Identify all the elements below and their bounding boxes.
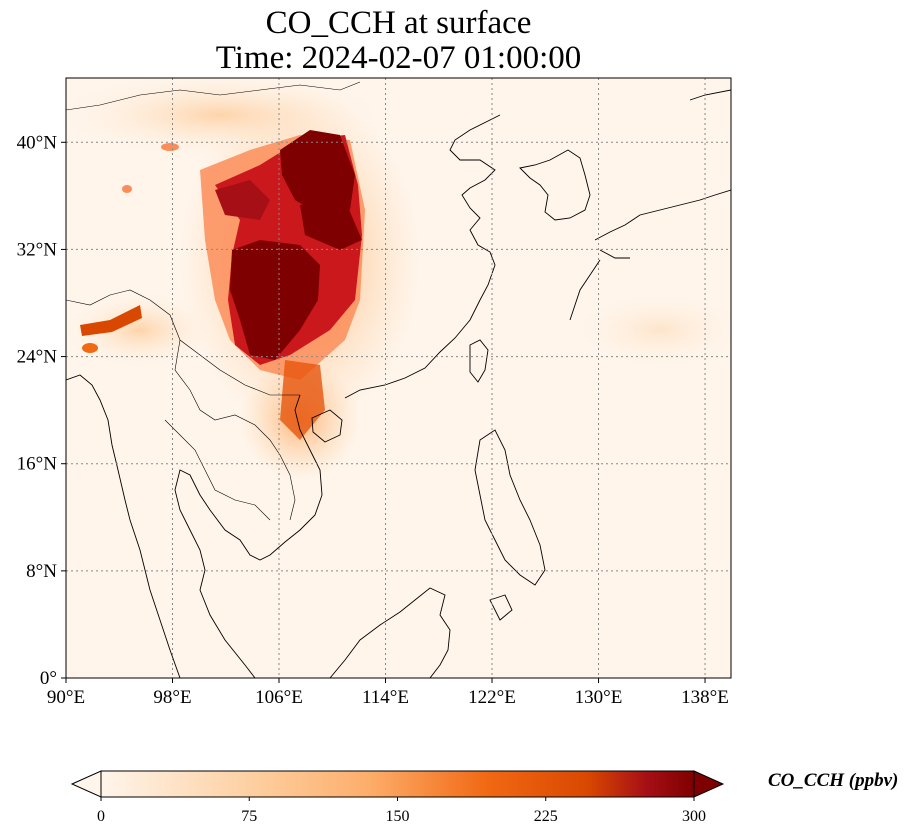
- latitude-ticks: 0° 8°N 16°N 24°N 32°N 40°N: [17, 132, 66, 689]
- concentration-field: [66, 78, 731, 480]
- lat-tick-label: 8°N: [26, 561, 57, 582]
- colorbar: 0 75 150 225 300: [70, 770, 725, 825]
- hainan-coastline: [311, 409, 343, 443]
- longitude-ticks: 90°E 98°E 106°E 114°E 122°E 130°E 138°E: [47, 678, 729, 708]
- lon-tick-label: 98°E: [153, 687, 191, 708]
- plume-max: [230, 240, 320, 360]
- lon-tick-label: 130°E: [575, 687, 623, 708]
- colorbar-tick-label: 0: [97, 808, 105, 825]
- korea-coastline: [519, 149, 591, 221]
- colorbar-tick-label: 300: [682, 808, 706, 825]
- japan-coastline: [569, 189, 731, 321]
- lat-tick-label: 0°: [40, 668, 57, 689]
- indochina-coastline: [174, 394, 323, 678]
- philippines-coastline: [474, 429, 546, 586]
- map-frame: [65, 77, 732, 679]
- china-coastline: [344, 114, 501, 399]
- lat-tick-label: 32°N: [17, 239, 58, 260]
- lon-tick-label: 114°E: [362, 687, 409, 708]
- colorbar-max-extend: [693, 770, 725, 798]
- map-subtitle-time: Time: 2024-02-07 01:00:00: [215, 40, 582, 76]
- gridlines: [66, 78, 731, 678]
- colorbar-gradient: [100, 770, 695, 798]
- borneo-coastline: [329, 587, 451, 678]
- colorbar-ticks: 0 75 150 225 300: [97, 797, 706, 825]
- colorbar-tick-label: 225: [534, 808, 558, 825]
- lon-tick-label: 106°E: [255, 687, 303, 708]
- colorbar-min-extend: [70, 770, 102, 798]
- colorbar-label: CO_CCH (ppbv): [768, 770, 899, 791]
- coastlines: [66, 81, 731, 678]
- colorbar-tick-label: 150: [386, 808, 410, 825]
- lat-tick-label: 40°N: [17, 132, 58, 153]
- lat-tick-label: 24°N: [17, 347, 58, 368]
- lon-tick-label: 122°E: [468, 687, 516, 708]
- lat-tick-label: 16°N: [17, 454, 58, 475]
- taiwan-coastline: [469, 339, 489, 383]
- map-title: CO_CCH at surface: [265, 5, 532, 41]
- lon-tick-label: 138°E: [681, 687, 729, 708]
- colorbar-tick-label: 75: [241, 808, 257, 825]
- lon-tick-label: 90°E: [47, 687, 85, 708]
